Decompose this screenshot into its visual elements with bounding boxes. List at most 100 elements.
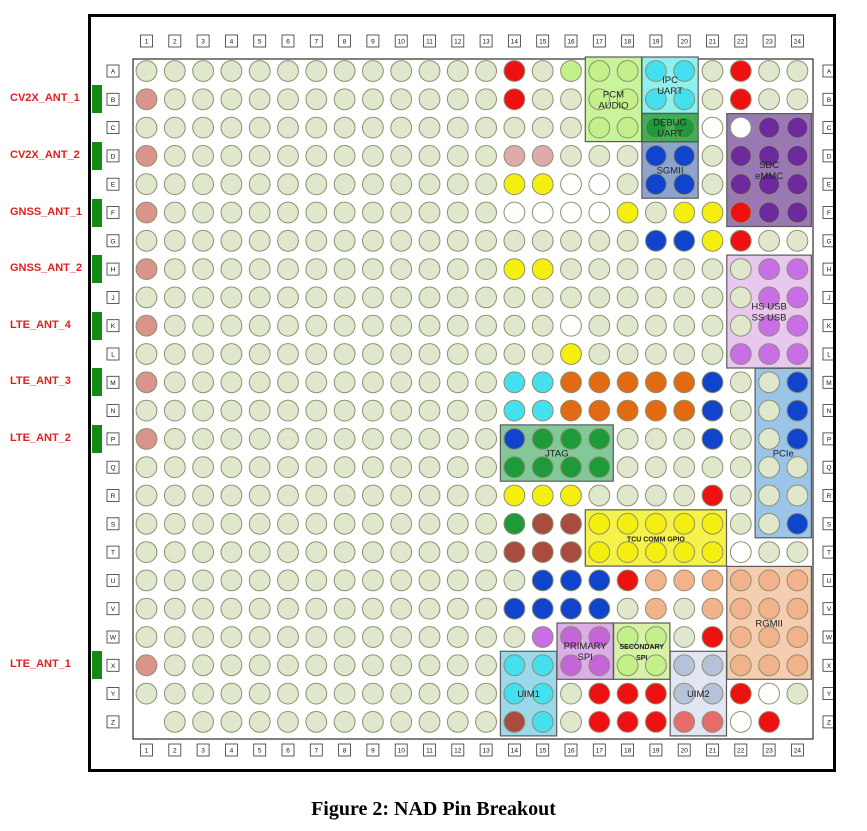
pin-H13 xyxy=(475,258,498,281)
pin-C12 xyxy=(446,116,469,139)
ipc-uart-label: UART xyxy=(657,86,683,97)
pin-P10 xyxy=(390,428,413,450)
uim1-label: UIM1 xyxy=(517,689,540,700)
pin-G3 xyxy=(192,229,214,252)
pin-W19 xyxy=(645,626,667,648)
pin-S9 xyxy=(362,512,384,535)
pin-P24 xyxy=(786,428,809,450)
pin-K16 xyxy=(560,314,582,337)
pin-F20 xyxy=(673,201,696,224)
pin-M19 xyxy=(645,371,667,394)
pin-N13 xyxy=(475,399,498,422)
row-label-right-Q-box xyxy=(822,460,833,474)
pin-B21 xyxy=(701,88,724,111)
pin-K23 xyxy=(758,314,780,337)
pin-Q17 xyxy=(588,456,611,479)
pin-T15 xyxy=(531,541,554,563)
antenna-label: LTE_ANT_3 xyxy=(10,375,71,388)
pin-Z20 xyxy=(673,711,696,733)
col-label-bottom-9: 9 xyxy=(371,748,375,755)
pin-U11 xyxy=(418,569,441,592)
pin-P20 xyxy=(673,428,696,450)
pin-E19 xyxy=(645,173,667,196)
row-label-left-D-box xyxy=(106,149,120,163)
pin-M14 xyxy=(503,371,526,394)
pin-N1 xyxy=(135,399,158,422)
pin-L13 xyxy=(475,343,498,365)
pin-R2 xyxy=(163,484,186,507)
row-label-left-P-box xyxy=(106,432,120,446)
pin-N4 xyxy=(220,399,243,422)
pin-W12 xyxy=(446,626,469,648)
pin-Q7 xyxy=(305,456,328,479)
pin-H5 xyxy=(248,258,271,281)
row-label-right-C: C xyxy=(827,125,832,132)
pin-V5 xyxy=(248,597,271,620)
pin-V6 xyxy=(277,597,299,620)
pin-V14 xyxy=(503,597,526,620)
col-label-bottom-7-box xyxy=(309,743,323,757)
pin-S6 xyxy=(277,512,299,535)
pin-C8 xyxy=(333,116,356,139)
pin-W7 xyxy=(305,626,328,648)
pin-V12 xyxy=(446,597,469,620)
pin-Z15 xyxy=(531,711,554,733)
row-label-right-J: J xyxy=(827,295,830,302)
pin-A1 xyxy=(135,60,158,82)
pin-D7 xyxy=(305,145,328,167)
col-label-top-18-box xyxy=(621,34,634,48)
pin-J18 xyxy=(616,286,639,309)
pin-T3 xyxy=(192,541,214,563)
pin-P16 xyxy=(560,428,582,450)
pin-G10 xyxy=(390,229,413,252)
pin-B8 xyxy=(333,88,356,111)
pin-M21 xyxy=(701,371,724,394)
pin-L8 xyxy=(333,343,356,365)
pin-U1 xyxy=(135,569,158,592)
pin-Y6 xyxy=(277,682,299,705)
pin-M1 xyxy=(135,371,158,394)
antenna-lte-ant-1: LTE_ANT_1 xyxy=(0,651,104,680)
pin-A15 xyxy=(531,60,554,82)
pin-M10 xyxy=(390,371,413,394)
pin-E10 xyxy=(390,173,413,196)
pin-E8 xyxy=(333,173,356,196)
col-label-top-22-box xyxy=(734,34,748,48)
row-label-left-P: P xyxy=(111,436,115,443)
pin-K24 xyxy=(786,314,809,337)
pin-L3 xyxy=(192,343,214,365)
col-label-top-21-box xyxy=(706,34,719,48)
pin-V3 xyxy=(192,597,214,620)
pcie-label: PCIe xyxy=(773,449,794,460)
pin-Y1 xyxy=(135,682,158,705)
pin-Y24 xyxy=(786,682,809,705)
col-label-top-13: 13 xyxy=(482,39,490,46)
col-label-bottom-2-box xyxy=(168,743,182,757)
col-label-bottom-2: 2 xyxy=(173,748,177,755)
pin-U3 xyxy=(192,569,214,592)
pin-B19 xyxy=(645,88,667,111)
row-label-right-F: F xyxy=(827,210,831,217)
pin-K5 xyxy=(248,314,271,337)
col-label-bottom-8: 8 xyxy=(343,748,347,755)
pin-A21 xyxy=(701,60,724,82)
row-label-left-J-box xyxy=(106,290,120,304)
pin-A9 xyxy=(362,60,384,82)
pin-J20 xyxy=(673,286,696,309)
pin-K17 xyxy=(588,314,611,337)
col-label-top-16: 16 xyxy=(567,39,575,46)
col-label-top-13-box xyxy=(479,34,493,48)
pin-T8 xyxy=(333,541,356,563)
col-label-bottom-15-box xyxy=(536,743,550,757)
pin-B24 xyxy=(786,88,809,111)
col-label-top-9: 9 xyxy=(371,39,375,46)
pin-W20 xyxy=(673,626,696,648)
pin-S15 xyxy=(531,512,554,535)
pin-E13 xyxy=(475,173,498,196)
antenna-label: LTE_ANT_1 xyxy=(10,658,71,671)
pin-Z13 xyxy=(475,711,498,733)
antenna-label: CV2X_ANT_2 xyxy=(10,148,80,161)
pin-X1 xyxy=(135,654,158,677)
pin-B6 xyxy=(277,88,299,111)
